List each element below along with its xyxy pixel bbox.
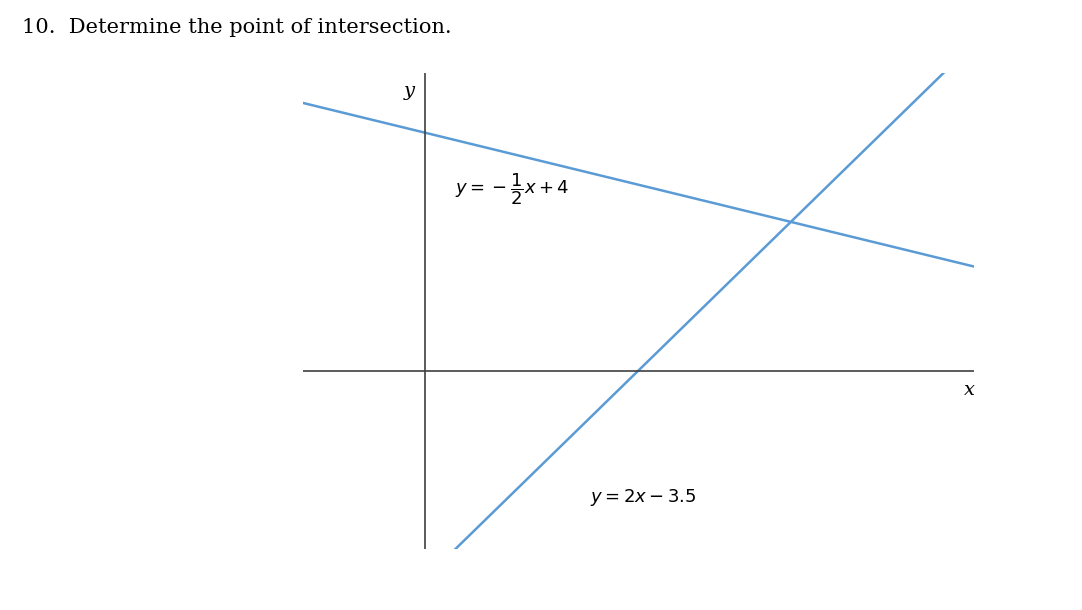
Text: $y = -\dfrac{1}{2}x + 4$: $y = -\dfrac{1}{2}x + 4$ bbox=[456, 171, 569, 207]
Text: 10.  Determine the point of intersection.: 10. Determine the point of intersection. bbox=[22, 18, 451, 37]
Text: y: y bbox=[405, 82, 415, 100]
Text: $y = 2x - 3.5$: $y = 2x - 3.5$ bbox=[590, 487, 696, 508]
Text: x: x bbox=[964, 381, 975, 400]
